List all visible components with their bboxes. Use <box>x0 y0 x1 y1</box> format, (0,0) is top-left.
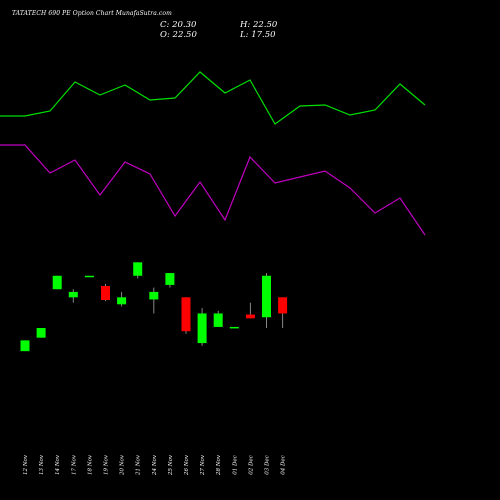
open-value: O: 22.50 <box>160 30 197 40</box>
candle-body <box>117 297 127 305</box>
low-value: L: 17.50 <box>240 30 276 40</box>
x-tick-label: 24 Nov <box>152 454 158 476</box>
chart-title: TATATECH 690 PE Option Chart MunafaSutra… <box>12 10 172 17</box>
candle-body <box>133 262 143 276</box>
x-tick-label: 14 Nov <box>55 454 61 475</box>
candle-body <box>278 297 288 314</box>
x-tick-label: 12 Nov <box>23 454 29 475</box>
candle-body <box>262 275 271 318</box>
candle-body <box>84 275 94 278</box>
candle-body <box>20 340 30 352</box>
candle-body <box>52 275 62 290</box>
candle-body <box>229 326 239 329</box>
x-tick-label: 21 Nov <box>136 454 142 476</box>
close-value: C: 20.30 <box>160 20 197 30</box>
indicator-line-lower <box>0 144 426 236</box>
x-tick-label: 26 Nov <box>184 454 190 476</box>
indicator-line-upper <box>0 71 426 125</box>
x-tick-label: 02 Dec <box>248 455 254 475</box>
x-tick-label: 03 Dec <box>265 455 271 475</box>
candle-body <box>165 273 175 285</box>
x-tick-label: 13 Nov <box>39 454 45 475</box>
x-tick-label: 19 Nov <box>104 454 110 475</box>
x-tick-label: 27 Nov <box>200 454 206 476</box>
x-tick-label: 18 Nov <box>87 454 93 475</box>
x-tick-label: 20 Nov <box>120 454 126 476</box>
x-tick-label: 01 Dec <box>232 455 238 475</box>
candle-body <box>36 328 46 338</box>
candle-body <box>149 291 159 300</box>
candle-body <box>197 313 207 344</box>
candle-body <box>68 291 78 298</box>
candle-body <box>245 314 255 319</box>
high-value: H: 22.50 <box>240 20 278 30</box>
x-tick-label: 17 Nov <box>71 454 77 475</box>
x-tick-label: 25 Nov <box>168 454 174 476</box>
x-tick-label: 28 Nov <box>216 454 222 476</box>
x-tick-label: 04 Dec <box>281 455 287 475</box>
candle-body <box>181 297 191 332</box>
candle-body <box>101 286 110 300</box>
candle-body <box>213 313 223 327</box>
